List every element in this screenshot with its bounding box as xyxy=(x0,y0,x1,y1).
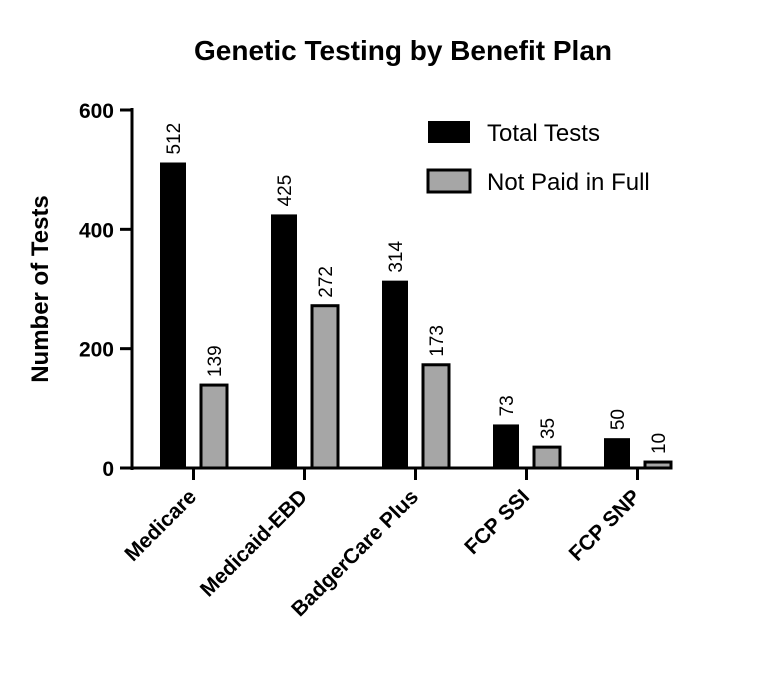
x-tick-label: FCP SSI xyxy=(460,485,534,559)
y-tick-label: 400 xyxy=(79,219,114,242)
y-tick-label: 200 xyxy=(79,339,114,362)
bar-total-tests xyxy=(382,280,408,468)
y-axis-label: Number of Tests xyxy=(27,195,54,383)
bars xyxy=(160,162,673,470)
bar-total-tests xyxy=(271,214,297,468)
data-label: 314 xyxy=(386,241,407,273)
x-tick-label: Medicaid-EBD xyxy=(196,485,312,601)
bar-not-paid-in-full xyxy=(643,460,673,470)
bar-not-paid-in-full xyxy=(199,383,229,470)
legend: Total Tests Not Paid in Full xyxy=(426,120,650,196)
bar-total-tests xyxy=(604,438,630,468)
x-tick-label: FCP SNP xyxy=(565,485,645,565)
legend-label: Not Paid in Full xyxy=(487,169,650,196)
bar-total-tests xyxy=(160,162,186,469)
data-label: 139 xyxy=(205,345,226,377)
data-label: 10 xyxy=(649,433,670,454)
data-label: 425 xyxy=(275,175,296,207)
bar-not-paid-in-full xyxy=(532,445,562,470)
bar-total-tests xyxy=(493,424,519,468)
data-label: 73 xyxy=(497,395,518,416)
legend-swatch xyxy=(426,168,472,194)
data-label: 35 xyxy=(538,418,559,439)
x-tick-label: Medicare xyxy=(120,485,201,566)
data-labels: 512 139 425 272 314 173 73 35 50 10 xyxy=(164,123,670,454)
data-label: 173 xyxy=(427,325,448,357)
y-tick-label: 600 xyxy=(79,100,114,123)
bar-not-paid-in-full xyxy=(421,363,451,470)
chart-title: Genetic Testing by Benefit Plan xyxy=(194,35,612,66)
bar-not-paid-in-full xyxy=(310,304,340,470)
legend-label: Total Tests xyxy=(487,120,600,147)
data-label: 512 xyxy=(164,123,185,155)
y-tick-label: 0 xyxy=(102,458,114,481)
data-label: 50 xyxy=(608,409,629,430)
data-label: 272 xyxy=(316,266,337,298)
legend-swatch xyxy=(428,121,470,143)
y-ticks: 0 200 400 600 xyxy=(79,100,132,481)
